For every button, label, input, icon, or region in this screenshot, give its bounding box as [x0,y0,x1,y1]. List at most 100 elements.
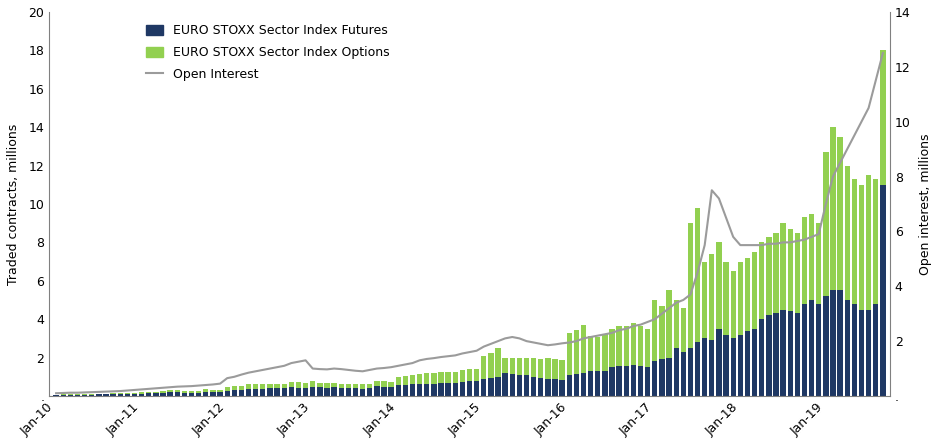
Bar [296,382,301,388]
Bar [510,374,515,396]
Bar [403,376,408,385]
Bar [395,377,401,385]
Bar [745,331,750,396]
Bar [645,367,651,396]
Bar [824,296,828,396]
Bar [282,388,287,396]
Bar [395,385,401,396]
Bar [617,326,622,366]
Bar [274,384,280,388]
Bar [524,358,530,375]
Bar [759,243,764,319]
Bar [439,383,443,396]
Bar [111,393,115,394]
Bar [139,394,145,396]
Bar [638,326,643,366]
Bar [574,374,579,396]
Bar [481,379,486,396]
Bar [808,214,814,300]
Bar [182,392,187,396]
Bar [103,394,109,396]
Bar [702,338,707,396]
Bar [111,394,115,396]
Bar [339,384,344,388]
Bar [838,137,843,291]
Bar [723,335,729,396]
Bar [609,367,615,396]
Bar [631,323,636,365]
Bar [389,387,393,396]
Bar [268,388,272,396]
Bar [723,262,729,335]
Bar [303,383,308,388]
Bar [381,381,387,387]
Bar [239,386,244,390]
Bar [538,378,544,396]
Bar [282,384,287,388]
Bar [453,372,458,383]
Bar [752,252,757,329]
Bar [546,358,550,379]
Bar [866,175,871,310]
Bar [695,208,700,342]
Bar [780,310,786,396]
Bar [189,393,194,396]
Bar [54,395,59,396]
Bar [61,395,66,396]
Bar [552,359,558,379]
Bar [560,380,565,396]
Bar [474,380,479,396]
Bar [146,392,151,393]
Bar [560,360,565,380]
Bar [681,307,686,352]
Bar [139,392,145,394]
Bar [716,329,721,396]
Bar [731,338,736,396]
Bar [403,385,408,396]
Bar [538,359,544,378]
Bar [310,387,316,396]
Bar [481,356,486,379]
Bar [880,185,885,396]
Bar [794,313,800,396]
Bar [453,383,458,396]
Bar [196,391,201,392]
Bar [602,334,608,371]
Bar [82,395,87,396]
Bar [667,358,671,396]
Bar [745,258,750,331]
Bar [161,392,165,396]
Bar [182,391,187,392]
Bar [595,337,600,372]
Bar [859,310,864,396]
Bar [687,348,693,396]
Bar [288,387,294,396]
Bar [766,316,772,396]
Bar [774,313,778,396]
Bar [424,384,429,396]
Bar [196,392,201,396]
Bar [161,391,165,392]
Bar [381,387,387,396]
Bar [317,383,322,387]
Bar [445,372,451,383]
Bar [467,381,472,396]
Bar [588,336,593,371]
Bar [709,254,715,340]
Bar [389,382,393,387]
Bar [246,384,252,389]
Bar [617,366,622,396]
Bar [794,233,800,313]
Bar [531,377,536,396]
Bar [496,377,500,396]
Bar [581,325,586,373]
Bar [203,392,208,396]
Bar [759,319,764,396]
Bar [153,392,159,393]
Bar [566,332,572,375]
Y-axis label: Traded contracts, millions: Traded contracts, millions [7,123,20,285]
Bar [488,378,494,396]
Bar [652,300,657,361]
Bar [224,391,230,396]
Bar [374,380,379,386]
